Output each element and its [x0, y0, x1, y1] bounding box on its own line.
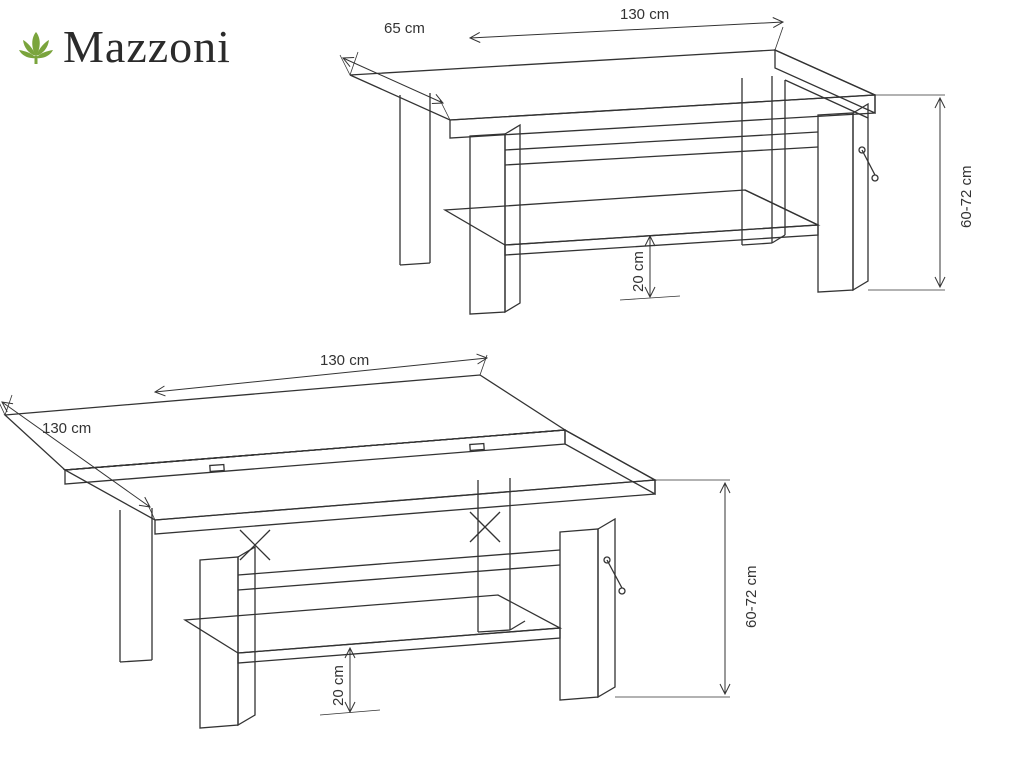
dim-top-height: 60-72 cm	[958, 165, 975, 228]
dim-bot-width: 130 cm	[320, 352, 369, 369]
dim-bot-height: 60-72 cm	[743, 565, 760, 628]
figure-bottom	[0, 355, 730, 728]
diagram-stage: 65 cm 130 cm 60-72 cm 20 cm 130 cm 130 c…	[0, 0, 1016, 761]
dim-top-shelf: 20 cm	[630, 251, 647, 292]
dim-bot-shelf: 20 cm	[330, 665, 347, 706]
dim-top-depth: 65 cm	[384, 20, 425, 37]
dim-top-width: 130 cm	[620, 6, 669, 23]
technical-drawing	[0, 0, 1016, 761]
dim-bot-depth: 130 cm	[42, 420, 91, 437]
